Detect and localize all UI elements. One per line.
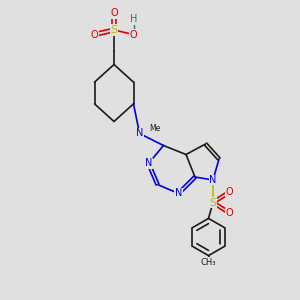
- Text: H: H: [130, 14, 137, 25]
- Text: S: S: [110, 25, 118, 35]
- Text: S: S: [209, 197, 217, 208]
- Text: CH₃: CH₃: [201, 258, 216, 267]
- Text: Me: Me: [149, 124, 160, 133]
- Text: N: N: [209, 175, 217, 185]
- Text: N: N: [136, 128, 143, 139]
- Text: N: N: [175, 188, 182, 199]
- Text: O: O: [130, 29, 137, 40]
- Text: O: O: [226, 187, 233, 197]
- Text: O: O: [91, 29, 98, 40]
- Text: N: N: [145, 158, 152, 169]
- Text: O: O: [226, 208, 233, 218]
- Text: O: O: [110, 8, 118, 19]
